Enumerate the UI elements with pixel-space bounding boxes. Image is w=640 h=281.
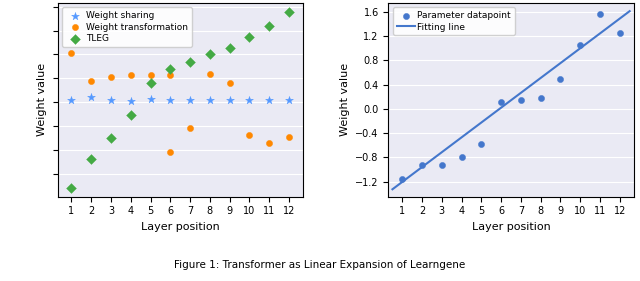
Weight sharing — [284, 98, 294, 103]
TLEG — [67, 186, 77, 190]
Parameter datapoint — [516, 98, 526, 102]
Weight transformation — [165, 149, 175, 154]
TLEG — [185, 60, 195, 64]
Parameter datapoint — [595, 12, 605, 16]
Parameter datapoint — [536, 96, 546, 100]
Fitting line — [614, 19, 621, 22]
Line: Fitting line: Fitting line — [392, 11, 630, 189]
Parameter datapoint — [397, 176, 408, 181]
TLEG — [106, 136, 116, 140]
Fitting line — [452, 140, 460, 144]
Y-axis label: Weight value: Weight value — [340, 63, 349, 136]
Legend: Parameter datapoint, Fitting line: Parameter datapoint, Fitting line — [393, 7, 515, 35]
Weight transformation — [106, 75, 116, 80]
Fitting line — [605, 25, 613, 28]
Weight transformation — [244, 132, 255, 137]
TLEG — [264, 24, 274, 28]
Fitting line — [403, 177, 411, 180]
Weight sharing — [264, 98, 274, 103]
Parameter datapoint — [556, 76, 566, 81]
TLEG — [125, 112, 136, 117]
Parameter datapoint — [476, 142, 486, 146]
Weight transformation — [185, 126, 195, 130]
TLEG — [284, 9, 294, 14]
Weight sharing — [86, 95, 97, 100]
Weight transformation — [86, 79, 97, 83]
Weight sharing — [145, 97, 156, 101]
Fitting line — [433, 155, 440, 158]
Weight transformation — [205, 71, 215, 76]
Weight transformation — [125, 73, 136, 78]
Weight transformation — [145, 73, 156, 78]
TLEG — [244, 35, 255, 40]
Weight transformation — [67, 50, 77, 55]
Parameter datapoint — [575, 43, 586, 47]
Weight sharing — [106, 98, 116, 103]
TLEG — [225, 46, 235, 50]
TLEG — [165, 67, 175, 71]
Weight sharing — [205, 98, 215, 103]
Weight transformation — [264, 141, 274, 145]
TLEG — [145, 81, 156, 85]
Y-axis label: Weight value: Weight value — [37, 63, 47, 136]
Weight transformation — [284, 135, 294, 140]
Parameter datapoint — [456, 155, 467, 160]
Weight sharing — [244, 98, 255, 103]
Legend: Weight sharing, Weight transformation, TLEG: Weight sharing, Weight transformation, T… — [62, 7, 192, 47]
X-axis label: Layer position: Layer position — [141, 222, 220, 232]
Weight sharing — [165, 98, 175, 103]
Fitting line — [388, 188, 396, 191]
Parameter datapoint — [496, 99, 506, 104]
X-axis label: Layer position: Layer position — [472, 222, 550, 232]
TLEG — [86, 157, 97, 162]
Parameter datapoint — [417, 163, 428, 167]
Weight sharing — [225, 98, 235, 103]
Parameter datapoint — [436, 163, 447, 167]
Fitting line — [626, 10, 634, 13]
Weight transformation — [165, 73, 175, 78]
Weight sharing — [67, 98, 77, 103]
Text: Figure 1: Transformer as Linear Expansion of Learngene: Figure 1: Transformer as Linear Expansio… — [174, 260, 466, 270]
Fitting line — [398, 180, 406, 184]
TLEG — [205, 52, 215, 57]
Weight sharing — [185, 98, 195, 103]
Weight transformation — [225, 81, 235, 85]
Parameter datapoint — [614, 31, 625, 35]
Weight sharing — [125, 99, 136, 103]
